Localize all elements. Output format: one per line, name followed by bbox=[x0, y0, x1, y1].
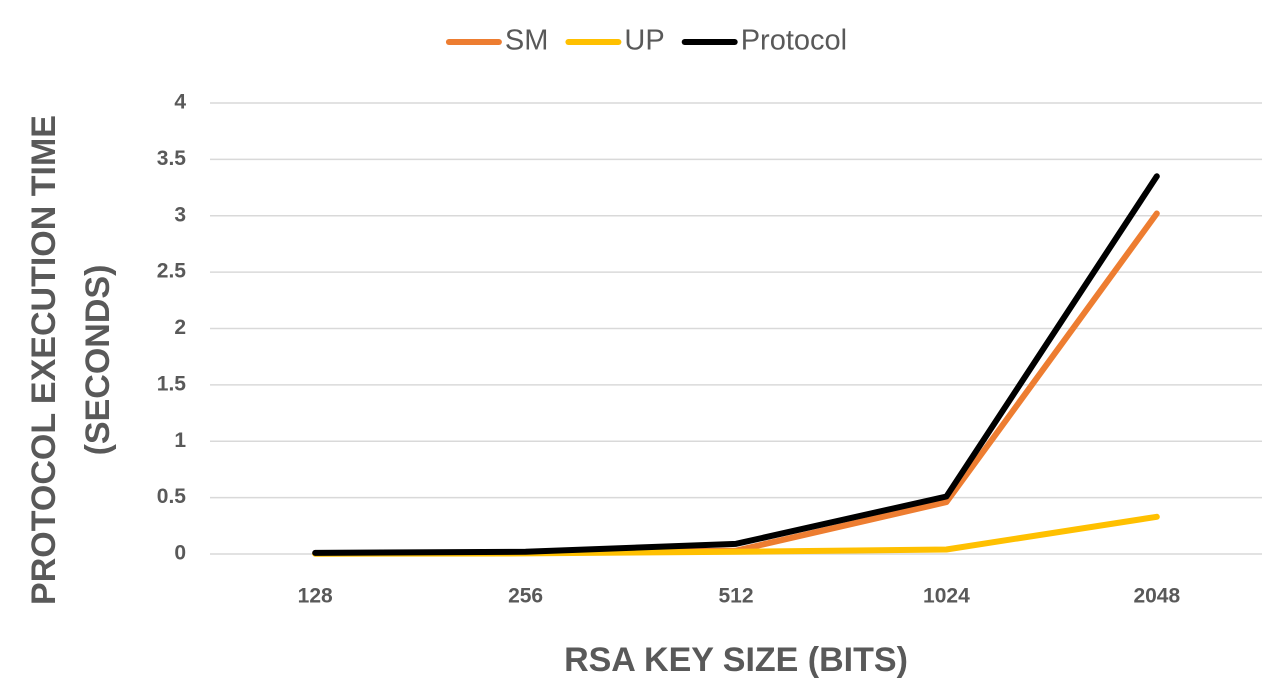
x-tick-label: 256 bbox=[508, 585, 543, 608]
legend-label: SM bbox=[505, 25, 549, 57]
y-tick-label: 1 bbox=[174, 429, 186, 452]
x-tick-label: 1024 bbox=[923, 585, 970, 608]
y-tick-label: 3.5 bbox=[157, 147, 187, 170]
y-axis-title: PROTOCOL EXECUTION TIME bbox=[25, 115, 63, 605]
y-tick-label: 2.5 bbox=[157, 260, 187, 283]
y-axis-title: (SECONDS) bbox=[79, 265, 117, 456]
x-tick-label: 128 bbox=[298, 585, 333, 608]
y-tick-label: 2 bbox=[174, 316, 186, 339]
x-tick-label: 2048 bbox=[1133, 585, 1180, 608]
y-tick-label: 0.5 bbox=[157, 485, 187, 508]
x-tick-label: 512 bbox=[718, 585, 753, 608]
y-tick-label: 1.5 bbox=[157, 372, 187, 395]
y-tick-label: 0 bbox=[174, 542, 186, 565]
legend: SM UP Protocol bbox=[445, 25, 847, 57]
y-tick-label: 3 bbox=[174, 203, 186, 226]
series-line bbox=[312, 210, 1160, 557]
x-axis-title: RSA KEY SIZE (BITS) bbox=[564, 641, 908, 679]
series-line bbox=[312, 173, 1160, 556]
y-tick-label: 4 bbox=[174, 91, 186, 114]
legend-label: Protocol bbox=[741, 25, 847, 57]
legend-label: UP bbox=[624, 25, 664, 57]
